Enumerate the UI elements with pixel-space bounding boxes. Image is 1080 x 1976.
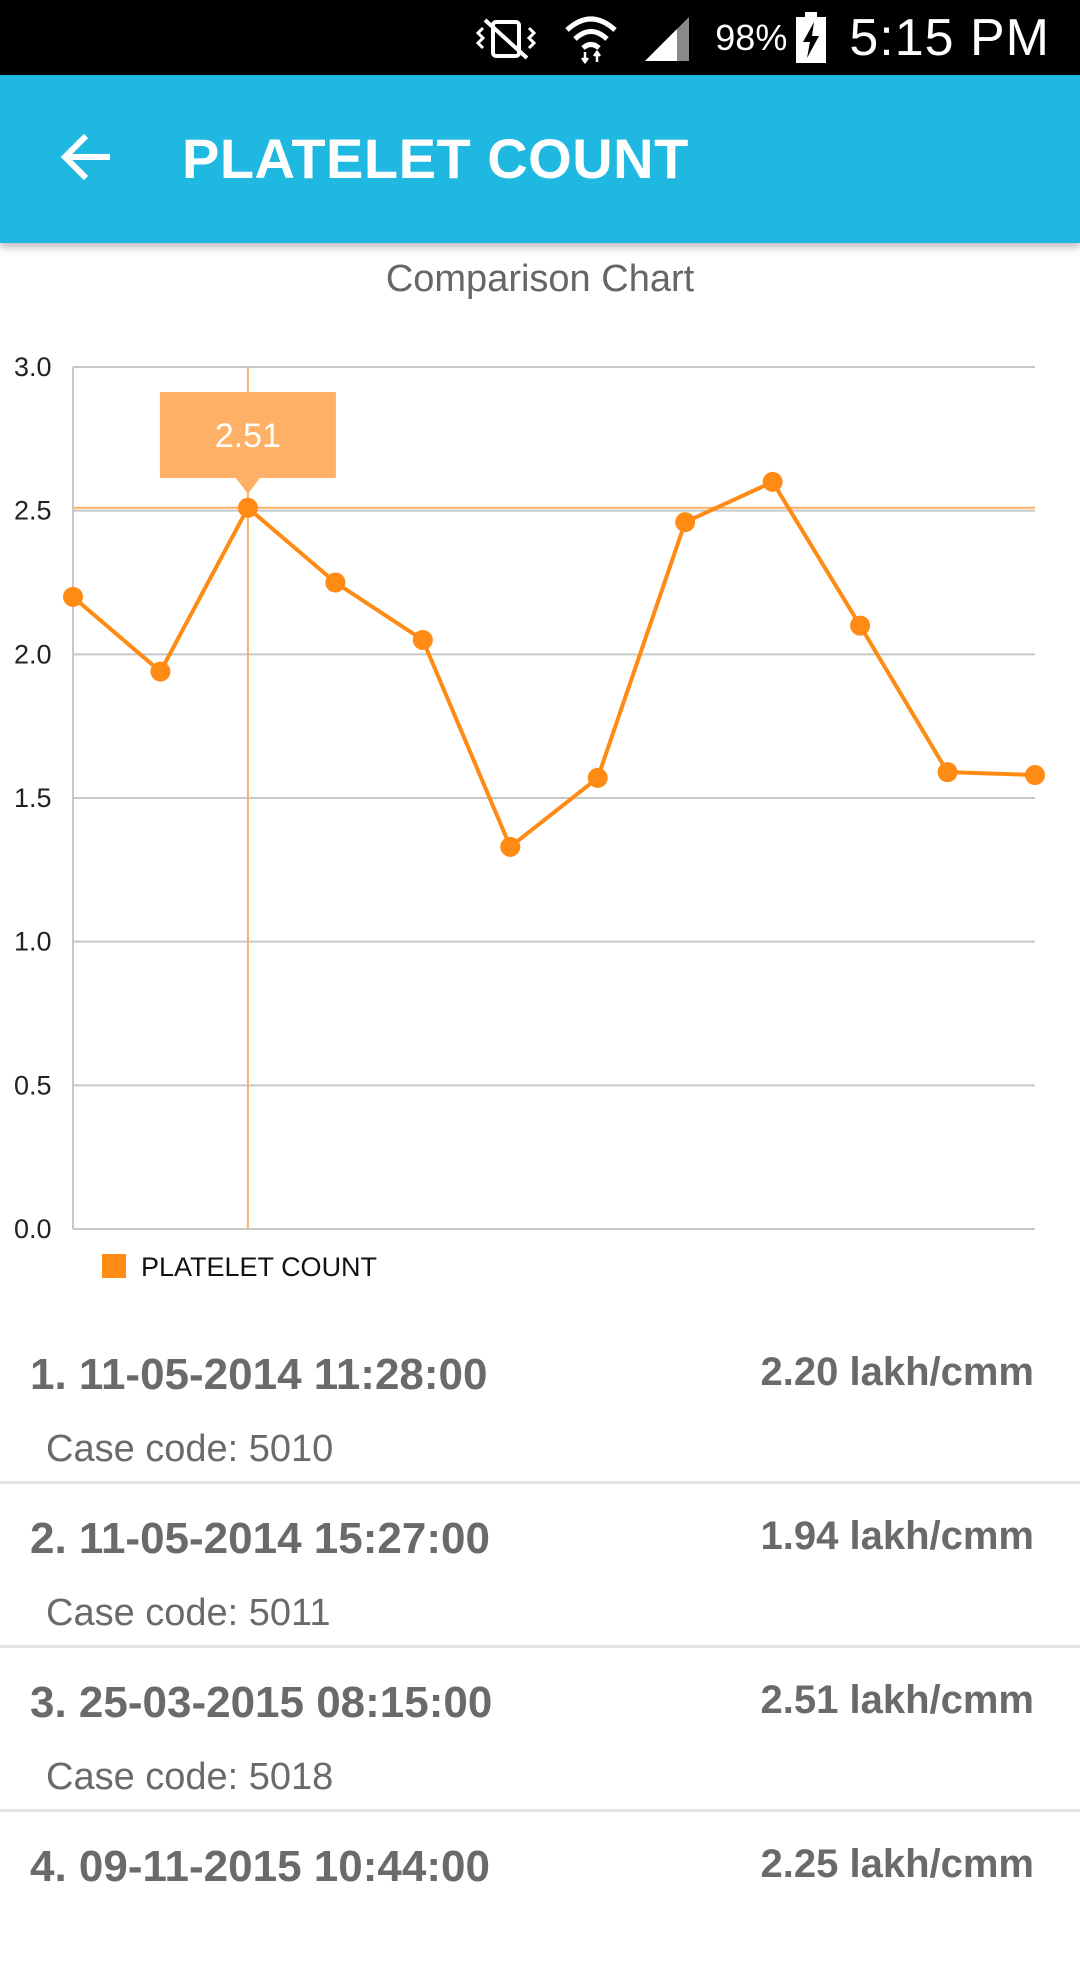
reading-case-code: Case code: 5011 xyxy=(46,1592,331,1634)
y-tick-label: 0.0 xyxy=(14,1214,52,1244)
page-title: PLATELET COUNT xyxy=(182,127,689,190)
data-point[interactable] xyxy=(63,586,83,607)
reading-date: 2. 11-05-2014 15:27:00 xyxy=(30,1514,490,1563)
data-point[interactable] xyxy=(587,767,608,788)
list-item[interactable]: 2. 11-05-2014 15:27:00 1.94 lakh/cmm Cas… xyxy=(0,1484,1080,1648)
list-item[interactable]: 1. 11-05-2014 11:28:00 2.20 lakh/cmm Cas… xyxy=(0,1320,1080,1484)
tooltip-pointer xyxy=(235,478,260,494)
data-point[interactable] xyxy=(937,762,958,783)
y-tick-label: 2.5 xyxy=(14,496,52,526)
data-point[interactable] xyxy=(500,836,521,857)
battery-percentage: 98% xyxy=(715,16,788,58)
reading-value: 2.51 lakh/cmm xyxy=(760,1678,1035,1722)
y-tick-label: 1.5 xyxy=(14,783,52,813)
chart-title: Comparison Chart xyxy=(385,258,695,300)
vibrate-mute-icon xyxy=(471,14,541,62)
data-point[interactable] xyxy=(762,471,783,492)
reading-date: 1. 11-05-2014 11:28:00 xyxy=(30,1350,488,1399)
comparison-chart[interactable]: 0.0 0.5 1.0 1.5 2.0 2.5 3.0 2.51 PLATELET COUNT xyxy=(0,330,1080,1290)
series-line-platelet-count xyxy=(71,479,1036,849)
readings-list: 1. 11-05-2014 11:28:00 2.20 lakh/cmm Cas… xyxy=(0,1320,1080,1976)
status-bar: 98% 5:15 PM xyxy=(0,0,1080,75)
data-point[interactable] xyxy=(850,615,871,636)
data-point[interactable] xyxy=(325,572,346,593)
y-tick-label: 0.5 xyxy=(14,1070,52,1100)
reading-date: 3. 25-03-2015 08:15:00 xyxy=(30,1678,493,1727)
y-tick-label: 2.0 xyxy=(14,639,52,669)
reading-value: 1.94 lakh/cmm xyxy=(760,1514,1035,1558)
data-point[interactable] xyxy=(1025,765,1045,786)
data-point[interactable] xyxy=(237,497,258,518)
battery-charging-icon xyxy=(795,11,827,64)
reading-date: 4. 09-11-2015 10:44:00 xyxy=(30,1842,490,1891)
signal-icon xyxy=(641,13,693,63)
y-tick-label: 1.0 xyxy=(14,927,52,957)
y-tick-label: 3.0 xyxy=(14,352,52,382)
app-bar: PLATELET COUNT xyxy=(0,75,1080,243)
legend-label: PLATELET COUNT xyxy=(141,1252,377,1282)
back-button[interactable] xyxy=(50,123,122,195)
reading-case-code: Case code: 5018 xyxy=(46,1756,334,1798)
reading-value: 2.25 lakh/cmm xyxy=(760,1842,1035,1886)
tooltip-value: 2.51 xyxy=(215,417,281,455)
list-item[interactable]: 3. 25-03-2015 08:15:00 2.51 lakh/cmm Cas… xyxy=(0,1648,1080,1812)
data-point[interactable] xyxy=(412,629,433,650)
arrow-left-icon xyxy=(60,133,112,186)
data-point[interactable] xyxy=(675,512,696,533)
data-point[interactable] xyxy=(150,661,171,682)
wifi-icon xyxy=(563,12,619,64)
legend-swatch xyxy=(102,1254,126,1278)
reading-case-code: Case code: 5010 xyxy=(46,1428,334,1470)
list-item[interactable]: 4. 09-11-2015 10:44:00 2.25 lakh/cmm xyxy=(0,1812,1080,1976)
clock: 5:15 PM xyxy=(849,8,1050,67)
status-icons: 98% 5:15 PM xyxy=(471,0,1050,75)
tooltip-box xyxy=(159,392,336,478)
reading-value: 2.20 lakh/cmm xyxy=(760,1350,1035,1394)
